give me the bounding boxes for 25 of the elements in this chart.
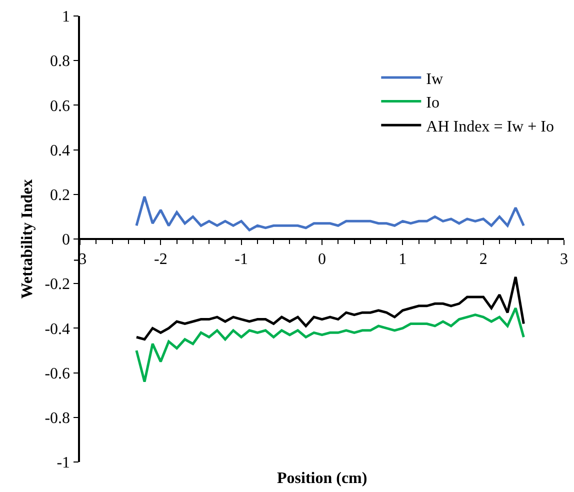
x-tick-label: -1 [234, 250, 248, 268]
y-tick-label: -0.6 [44, 365, 70, 382]
y-tick-label: 0.4 [50, 142, 70, 160]
x-tick-label: -2 [154, 250, 168, 268]
x-tick-label: 0 [318, 250, 326, 268]
y-tick-label: 1 [62, 8, 70, 26]
legend-label: Io [426, 94, 440, 112]
y-axis-title: Wettability Index [19, 179, 36, 299]
legend-label: Iw [426, 70, 444, 88]
legend-label: AH Index = Iw + Io [426, 118, 554, 136]
line-series [135, 276, 525, 341]
y-tick-label: -0.2 [44, 276, 70, 294]
line-series [135, 195, 525, 232]
x-tick-label: 3 [560, 250, 568, 268]
x-tick-label: 1 [398, 250, 407, 268]
y-tick-label: -0.8 [44, 410, 70, 427]
x-tick-label: 2 [479, 250, 488, 268]
y-tick-label: 0.2 [50, 187, 70, 204]
y-tick-label: 0.6 [50, 98, 70, 115]
y-tick-label: 0.8 [50, 53, 70, 70]
line-series [135, 306, 525, 383]
y-tick-label: 0 [62, 232, 70, 249]
x-axis-title: Position (cm) [277, 470, 368, 487]
y-tick-label: -1 [56, 454, 70, 472]
y-tick-label: -0.4 [44, 320, 70, 338]
